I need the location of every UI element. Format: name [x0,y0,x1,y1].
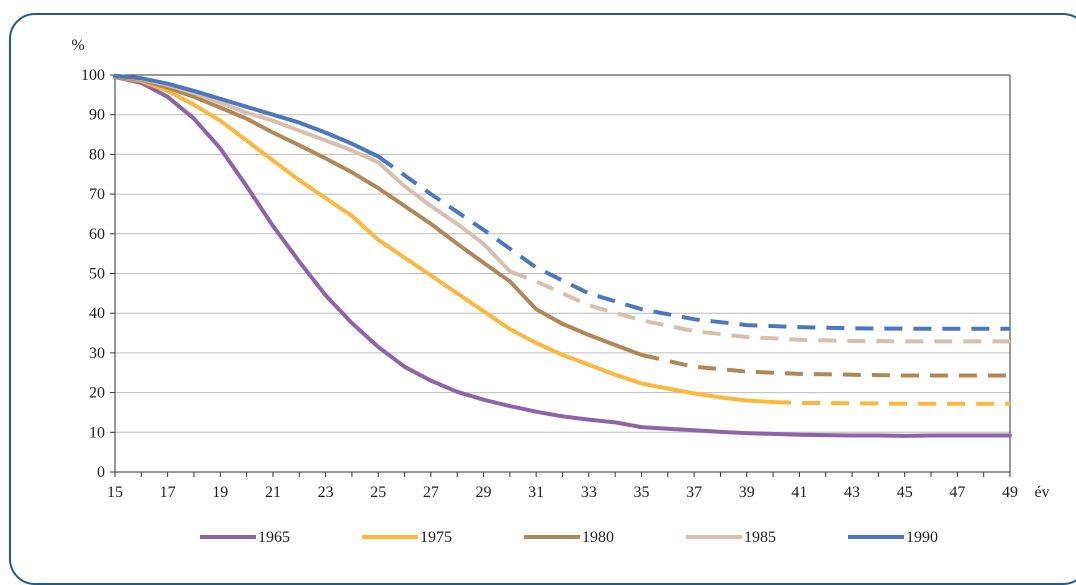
series-1965 [113,75,1012,438]
y-tick-label: 30 [89,345,105,362]
legend-item-1990: 1990 [848,529,938,546]
series-lines [113,73,1012,438]
y-tick-label: 90 [89,107,105,124]
y-tick-label: 60 [89,226,105,243]
y-tick-label: 0 [97,464,105,481]
x-tick-label: 27 [423,484,439,501]
series-1980 [113,75,1010,378]
tick-labels: 0 10 20 30 40 50 60 70 80 90 100 15 17 19 21 23 25 27 29 31… [81,67,1018,501]
series-line-projected-1990 [377,154,1010,331]
x-tick-label: 49 [1002,484,1018,501]
series-line-observed-1975 [113,75,776,405]
legend-item-1965: 1965 [200,529,290,546]
legend: 1965 1975 1980 1985 1990 [200,529,938,546]
series-line-projected-1985 [509,269,1010,344]
x-tick-label: 47 [949,484,965,501]
legend-label: 1980 [582,529,614,546]
y-tick-label: 100 [81,67,105,84]
x-tick-label: 45 [897,484,913,501]
x-tick-label: 41 [791,484,807,501]
legend-item-1975: 1975 [362,529,452,546]
series-1985 [113,73,1010,344]
axes [110,74,1011,477]
series-line-projected-1980 [641,352,1010,378]
x-tick-label: 33 [581,484,597,501]
x-tick-label: 39 [739,484,755,501]
x-tick-label: 35 [633,484,649,501]
legend-label: 1990 [906,529,938,546]
y-tick-label: 40 [89,305,105,322]
y-tick-label: 10 [89,424,105,441]
series-line-observed-1965 [113,75,1012,438]
y-tick-label: 20 [89,385,105,402]
y-tick-label: 80 [89,146,105,163]
gridlines [115,74,1010,433]
x-tick-label: 21 [265,484,281,501]
x-tick-label: 37 [686,484,702,501]
legend-item-1980: 1980 [524,529,614,546]
x-tick-label: 29 [476,484,492,501]
y-tick-label: 50 [89,266,105,283]
series-1975 [113,75,1010,406]
x-tick-label: 17 [160,484,176,501]
x-tick-label: 19 [212,484,228,501]
x-tick-label: 23 [318,484,334,501]
legend-item-1985: 1985 [686,529,776,546]
x-tick-label: 31 [528,484,544,501]
x-tick-label: 25 [370,484,386,501]
x-tick-label: 15 [107,484,123,501]
series-line-observed-1980 [113,75,644,357]
legend-label: 1985 [744,529,776,546]
legend-label: 1965 [258,529,290,546]
x-tick-label: 43 [844,484,860,501]
x-axis-label: év [1034,484,1049,501]
series-1990 [113,73,1010,331]
series-line-projected-1975 [773,400,1010,406]
y-tick-label: 70 [89,186,105,203]
series-line-observed-1990 [113,73,381,159]
line-chart: 0 10 20 30 40 50 60 70 80 90 100 15 17 19 21 23 25 27 29 31… [71,37,1049,546]
y-axis-label: % [71,37,84,54]
series-line-observed-1985 [113,73,512,274]
legend-label: 1975 [420,529,452,546]
